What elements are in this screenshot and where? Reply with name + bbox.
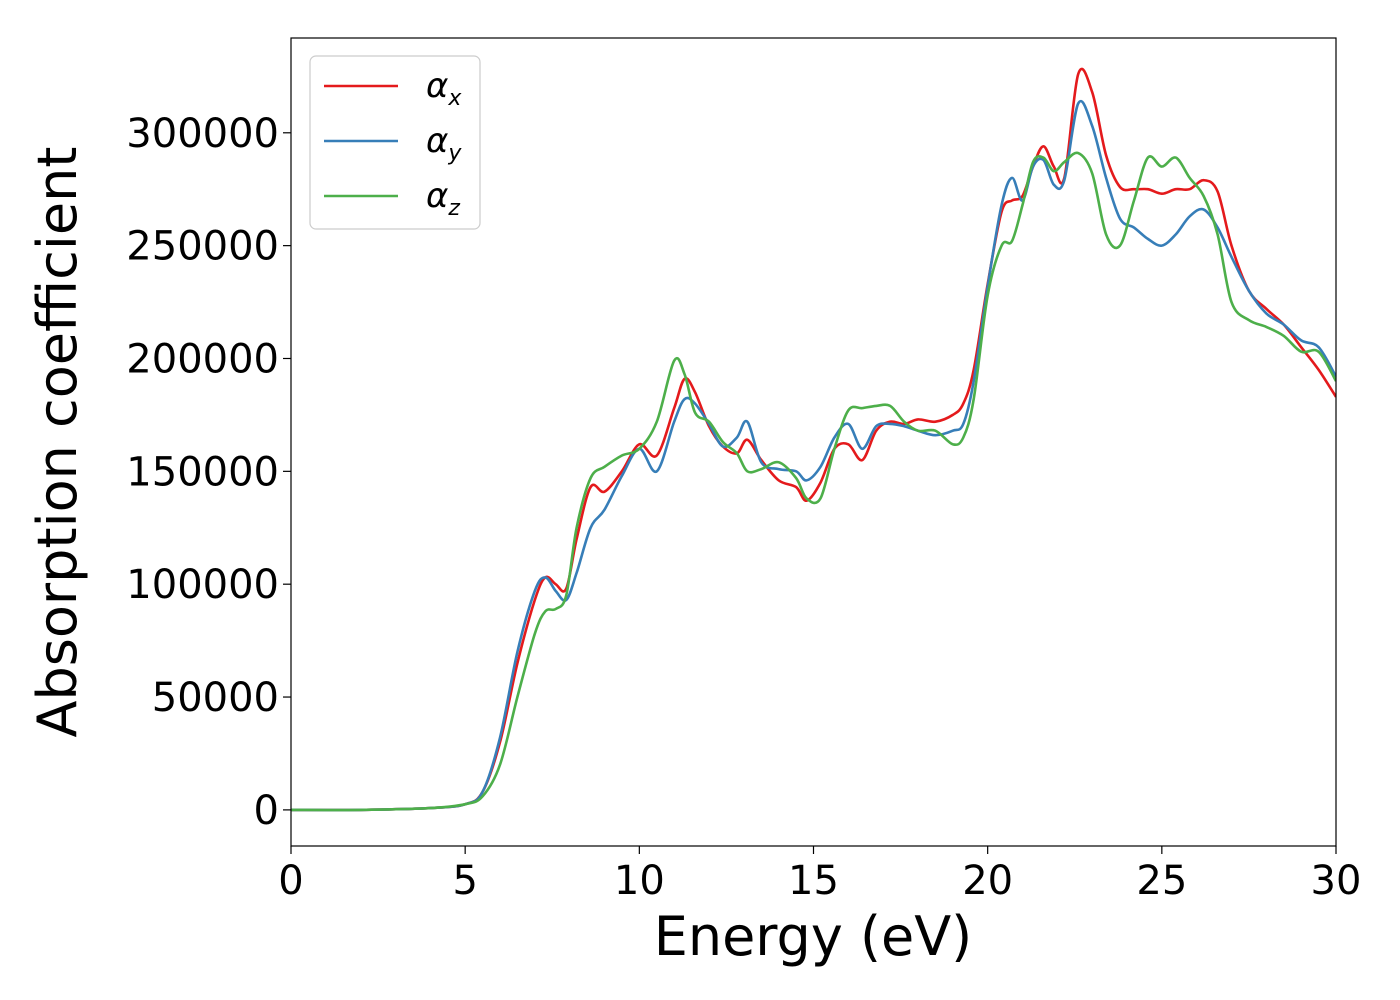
y-tick-label: 250000	[126, 224, 279, 270]
y-tick-label: 100000	[126, 562, 279, 608]
legend-subscript: x	[447, 86, 462, 111]
x-tick-label: 15	[788, 858, 839, 904]
series-line-y	[291, 100, 1336, 812]
x-axis: 0 5 10 15 20 25 30	[278, 846, 1361, 904]
legend-label-z: αz	[426, 176, 460, 221]
x-tick-label: 30	[1311, 858, 1362, 904]
plot-lines	[291, 67, 1336, 812]
x-tick-label: 25	[1136, 858, 1187, 904]
y-axis-label: Absorption coefficient	[26, 147, 89, 738]
y-tick-label: 0	[254, 788, 279, 834]
legend-box	[309, 55, 481, 230]
legend-subscript: z	[447, 196, 460, 221]
x-tick-label: 0	[278, 858, 303, 904]
x-tick-label: 5	[452, 858, 477, 904]
y-tick-label: 300000	[126, 111, 279, 157]
legend-subscript: y	[447, 141, 462, 166]
y-tick-label: 50000	[152, 675, 279, 721]
y-axis: 0 50000 100000 150000 200000 250000 300000	[126, 111, 291, 834]
x-tick-label: 20	[962, 858, 1013, 904]
x-axis-label: Energy (eV)	[654, 905, 973, 968]
x-tick-label: 10	[614, 858, 665, 904]
series-line-z	[291, 151, 1336, 812]
y-tick-label: 150000	[126, 449, 279, 495]
y-tick-label: 200000	[126, 336, 279, 382]
